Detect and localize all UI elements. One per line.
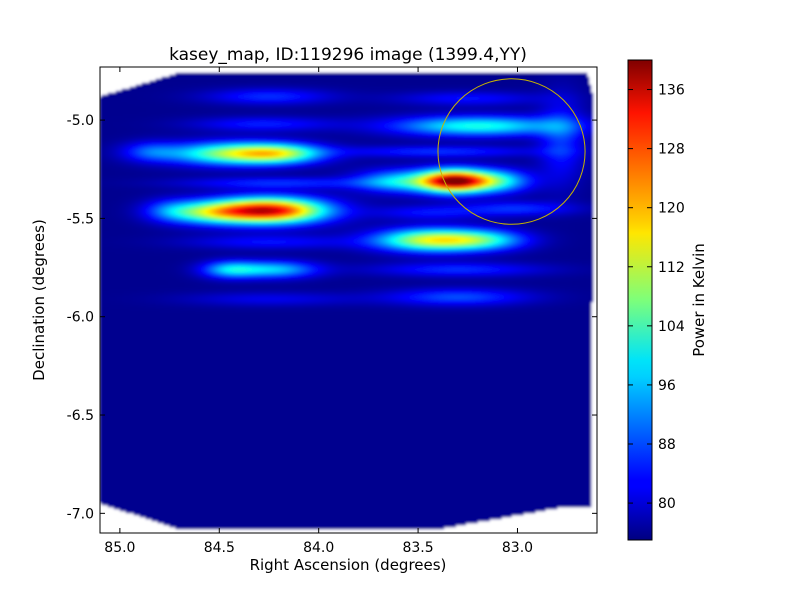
plot-area: 85.0 84.5 84.0 83.5 83.0 -5.0 -5.5 -6.0 -6.5 -7.…: [67, 66, 598, 556]
colorbar-tick-label: 80: [658, 496, 676, 512]
colorbar-tick-label: 136: [658, 83, 685, 99]
colorbar-tick-label: 104: [658, 319, 685, 335]
colorbar-tick-label: 88: [658, 437, 676, 453]
y-tick-label: -5.5: [67, 211, 94, 227]
colorbar-tick-label: 96: [658, 378, 676, 394]
y-axis-ticks: -5.0 -5.5 -6.0 -6.5 -7.0: [67, 113, 597, 522]
x-axis-label: Right Ascension (degrees): [250, 556, 447, 574]
x-tick-label: 84.5: [204, 540, 235, 556]
y-tick-label: -6.5: [67, 408, 94, 424]
annotation-circle: [437, 78, 586, 225]
colorbar-tick-label: 120: [658, 201, 685, 217]
y-tick-label: -7.0: [67, 506, 94, 522]
y-tick-label: -6.0: [67, 310, 94, 326]
x-axis-ticks: 85.0 84.5 84.0 83.5 83.0: [104, 67, 533, 556]
colorbar-ticks: 80 88 96 104 112 120 128 136: [628, 83, 685, 512]
colorbar-label: Power in Kelvin: [690, 243, 708, 357]
colorbar: 80 88 96 104 112 120 128 136 Power in Kelvin: [627, 59, 708, 541]
x-tick-label: 84.0: [303, 540, 334, 556]
x-tick-label: 83.5: [402, 540, 433, 556]
x-tick-label: 85.0: [104, 540, 135, 556]
colorbar-gradient: [627, 59, 653, 541]
x-tick-label: 83.0: [502, 540, 533, 556]
colorbar-tick-label: 112: [658, 260, 685, 276]
y-axis-label: Declination (degrees): [30, 219, 48, 381]
colorbar-tick-label: 128: [658, 142, 685, 158]
heatmap-image: [100, 67, 597, 533]
chart-title: kasey_map, ID:119296 image (1399.4,YY): [169, 45, 527, 65]
y-tick-label: -5.0: [67, 113, 94, 129]
plot-frame: [99, 66, 598, 534]
